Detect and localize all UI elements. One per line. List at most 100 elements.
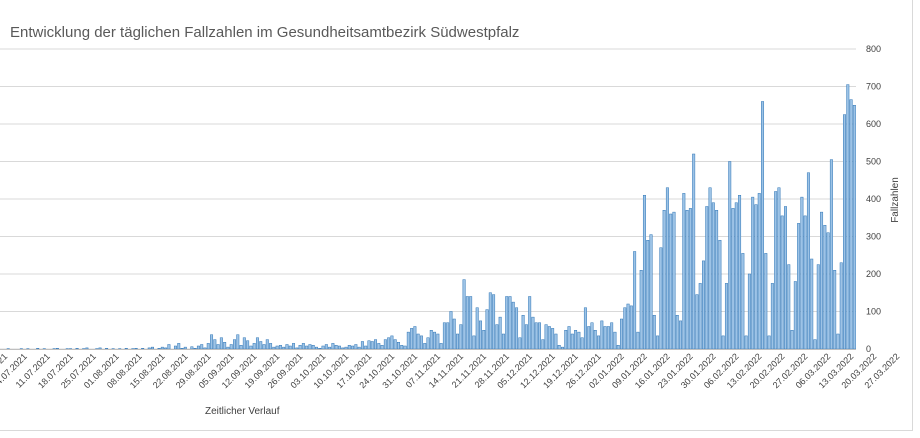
bar (160, 346, 164, 350)
bar (728, 161, 732, 350)
bar (419, 335, 423, 350)
bar (413, 326, 417, 350)
bar (508, 296, 512, 350)
bar (446, 322, 450, 350)
bar (423, 343, 427, 350)
bar (242, 337, 246, 350)
bar (275, 345, 279, 350)
bar (433, 331, 437, 350)
bar (754, 204, 758, 350)
bar (285, 344, 289, 350)
y-tick-label: 500 (866, 157, 881, 167)
bar (475, 307, 479, 350)
y-tick-label: 400 (866, 194, 881, 204)
bar (223, 342, 227, 350)
bar (482, 330, 486, 350)
bar (180, 348, 184, 350)
bar (239, 345, 243, 350)
bar (193, 348, 197, 350)
bar (538, 322, 541, 350)
bar (787, 264, 791, 350)
bar (675, 315, 679, 350)
bar (777, 187, 781, 350)
bar (774, 191, 778, 350)
bar (452, 318, 456, 350)
bar (347, 345, 351, 350)
bar (685, 210, 689, 350)
bar (626, 303, 630, 350)
bar (278, 345, 282, 350)
bar (544, 324, 548, 350)
bar (511, 301, 515, 350)
bar (305, 345, 309, 350)
bar (836, 333, 840, 350)
bar (515, 307, 519, 350)
bar (311, 345, 315, 350)
bar (623, 307, 627, 350)
bar (469, 296, 473, 350)
bar (426, 337, 430, 350)
bar (711, 202, 715, 350)
bar (213, 339, 217, 350)
bar (344, 346, 348, 350)
bar (147, 347, 151, 350)
bar-series (6, 84, 856, 350)
bar (823, 225, 827, 350)
bar (639, 270, 643, 350)
bar (406, 331, 410, 350)
bar (606, 326, 610, 350)
bar (315, 346, 318, 350)
bar (479, 320, 482, 350)
bar (367, 340, 371, 350)
bar (282, 346, 286, 350)
bar (679, 320, 683, 350)
bar (780, 215, 784, 350)
bar (580, 337, 584, 350)
bar (567, 326, 571, 350)
bar (547, 326, 551, 350)
bar (574, 330, 578, 350)
bar (459, 324, 463, 350)
bar (229, 344, 233, 350)
bar (731, 208, 735, 350)
bar (593, 330, 597, 350)
bar (672, 211, 676, 350)
bar (462, 279, 466, 350)
bar (708, 187, 712, 350)
bar (620, 318, 623, 350)
bar (236, 334, 240, 350)
bar (557, 345, 561, 350)
y-tick-label: 300 (866, 232, 881, 242)
bar (784, 206, 787, 350)
bar (196, 345, 200, 350)
bar (810, 258, 814, 350)
bar (337, 345, 341, 350)
bar (518, 337, 522, 350)
bar (216, 344, 220, 350)
bar (390, 335, 394, 350)
bar (488, 292, 492, 350)
bar (560, 346, 564, 350)
bar (357, 346, 361, 350)
bar (387, 337, 391, 350)
bar (524, 324, 528, 350)
bar (590, 322, 594, 350)
bar (157, 348, 161, 350)
bar (820, 211, 824, 350)
chart-title: Entwicklung der täglichen Fallzahlen im … (10, 24, 520, 41)
bar (541, 339, 545, 350)
bar (583, 307, 587, 350)
bar (328, 346, 332, 350)
bar (210, 334, 214, 350)
bar (377, 343, 381, 350)
bar (747, 273, 751, 350)
bar (852, 105, 856, 350)
bar (587, 326, 591, 350)
bar (705, 206, 709, 350)
bar (636, 331, 640, 350)
bar (551, 328, 555, 350)
bar (495, 324, 499, 350)
bar (436, 333, 440, 350)
bar (403, 345, 407, 350)
bar (334, 345, 338, 350)
